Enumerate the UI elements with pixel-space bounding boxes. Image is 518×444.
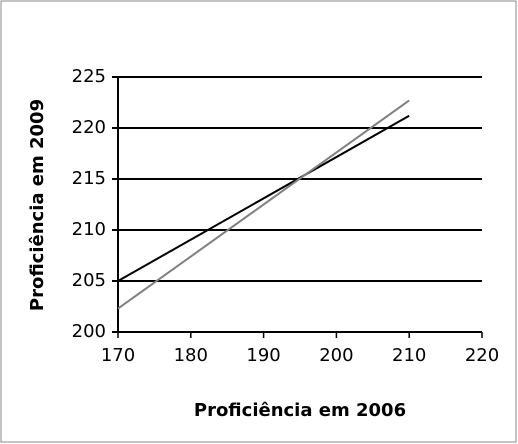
x-tick-label: 200: [319, 345, 353, 366]
x-tick-label: 220: [465, 345, 499, 366]
y-tick-label: 220: [72, 117, 106, 138]
x-tick-label: 210: [392, 345, 426, 366]
y-tick-label: 210: [72, 219, 106, 240]
series-line: [117, 114, 410, 282]
y-tick-label: 225: [72, 66, 106, 87]
series-line: [117, 99, 410, 310]
x-axis-title: Proficiência em 2006: [194, 400, 406, 421]
x-tick-label: 190: [246, 345, 280, 366]
y-tick-label: 200: [72, 321, 106, 342]
x-tick-label: 180: [174, 345, 208, 366]
y-tick-label: 205: [72, 270, 106, 291]
x-tick-label: 170: [101, 345, 135, 366]
y-tick-label: 215: [72, 168, 106, 189]
y-axis-title: Proficiência em 2009: [27, 99, 48, 311]
